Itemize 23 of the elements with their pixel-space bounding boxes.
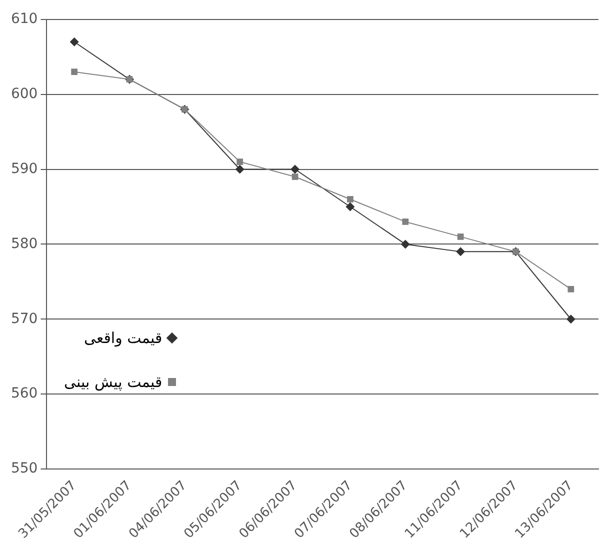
point [566, 314, 576, 324]
y-tick-label: 610 [10, 11, 38, 28]
y-tick-label: 590 [10, 160, 38, 177]
point [236, 158, 244, 165]
point [346, 202, 355, 212]
point [457, 234, 464, 240]
y-tick-label: 580 [10, 236, 38, 252]
legend-label: قیمت پیش بینی [64, 373, 162, 391]
y-tick-label: 570 [10, 310, 38, 327]
y-tick-label: 560 [10, 386, 38, 402]
y-tick-label: 600 [10, 86, 38, 102]
point [292, 174, 298, 180]
legend-label: قیمت واقعی [84, 329, 162, 347]
point [235, 164, 244, 174]
point [71, 68, 78, 76]
point [400, 240, 410, 249]
point [290, 164, 300, 174]
point [347, 196, 354, 202]
point [456, 247, 466, 256]
y-tick-label: 550 [10, 460, 38, 477]
point [70, 37, 79, 46]
point [402, 218, 409, 225]
point [568, 286, 574, 292]
